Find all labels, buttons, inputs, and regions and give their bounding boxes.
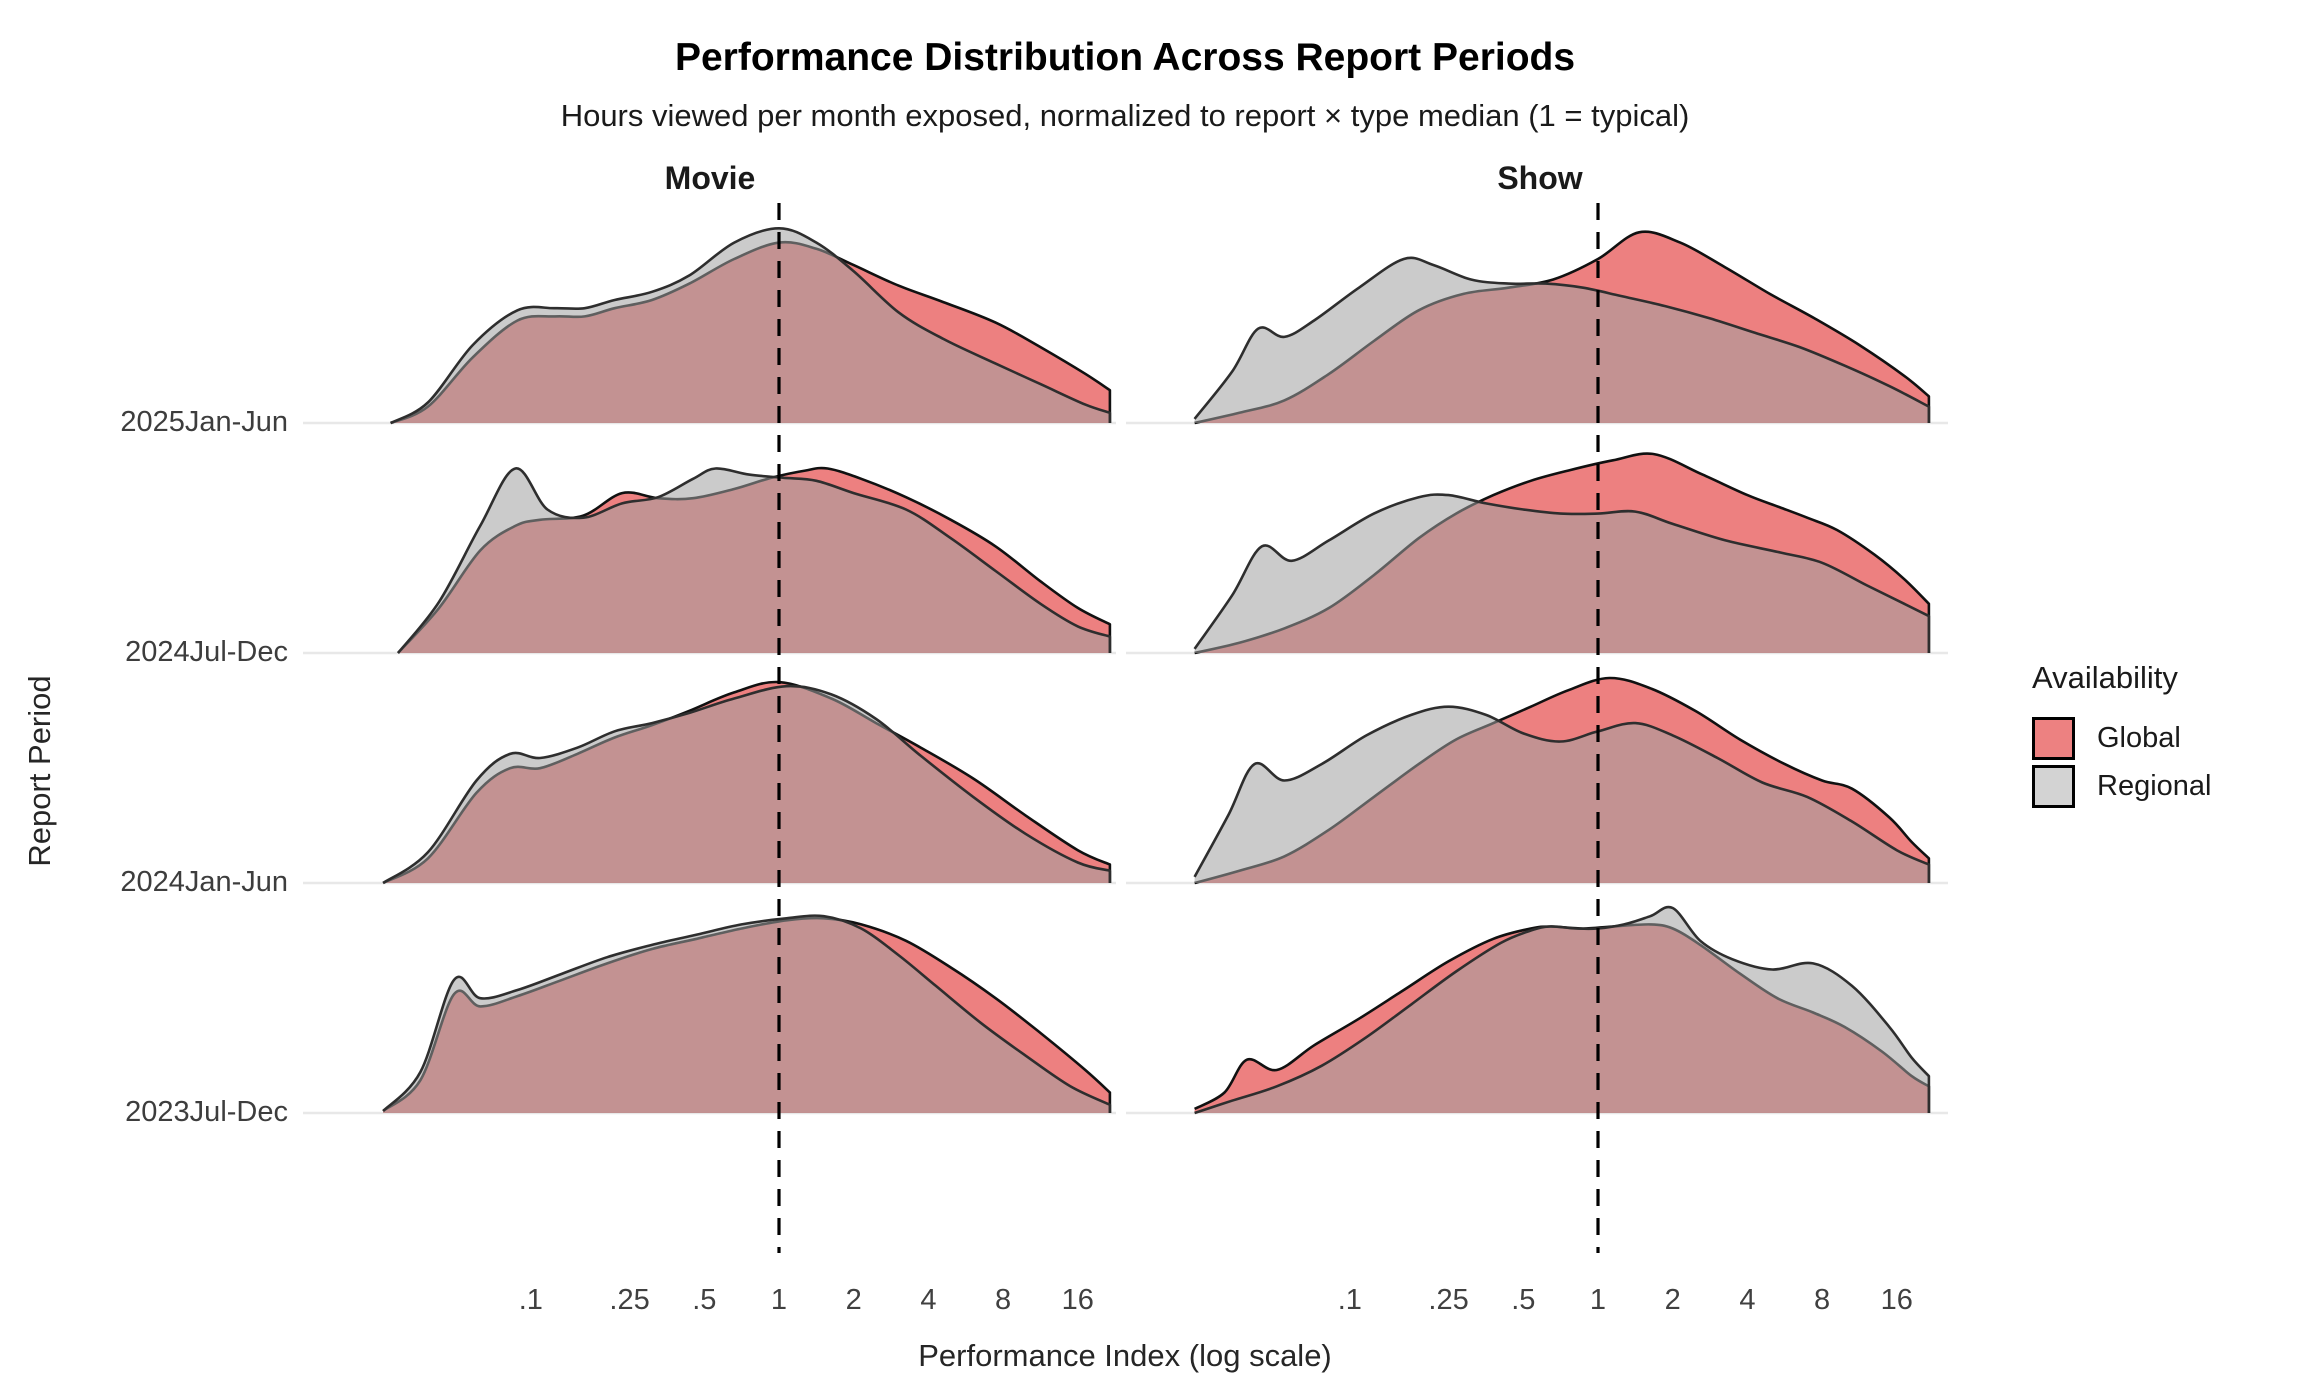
x-tick-label-show-.5: .5 bbox=[1511, 1284, 1536, 1316]
x-tick-label-movie-4: 4 bbox=[920, 1284, 937, 1316]
global-color-swatch bbox=[2032, 716, 2075, 760]
x-tick-label-movie-.5: .5 bbox=[692, 1284, 717, 1316]
legend: Availability Global Regional bbox=[2032, 660, 2302, 810]
legend-item-regional: Regional bbox=[2032, 762, 2302, 810]
x-tick-label-movie-16: 16 bbox=[1061, 1284, 1094, 1316]
legend-title: Availability bbox=[2032, 660, 2178, 695]
facet-label-show: Show bbox=[1497, 160, 1583, 196]
facet-label-movie: Movie bbox=[664, 160, 756, 196]
x-tick-label-movie-.1: .1 bbox=[518, 1284, 543, 1316]
x-tick-label-movie-1: 1 bbox=[770, 1284, 788, 1316]
legend-label-global: Global bbox=[2097, 721, 2181, 754]
x-tick-label-movie-8: 8 bbox=[995, 1284, 1012, 1316]
x-tick-label-movie-2: 2 bbox=[845, 1284, 862, 1316]
legend-item-global: Global bbox=[2032, 714, 2302, 762]
y-tick-label-2024jan-jun: 2024Jan-Jun bbox=[120, 866, 288, 898]
x-tick-label-show-8: 8 bbox=[1814, 1284, 1831, 1316]
x-tick-label-show-1: 1 bbox=[1589, 1284, 1607, 1316]
y-tick-label-2024jul-dec: 2024Jul-Dec bbox=[125, 636, 288, 668]
chart-title: Performance Distribution Across Report P… bbox=[674, 36, 1576, 79]
chart-subtitle: Hours viewed per month exposed, normaliz… bbox=[560, 98, 1690, 133]
regional-color-swatch bbox=[2032, 764, 2075, 808]
x-axis-title: Performance Index (log scale) bbox=[918, 1338, 1332, 1373]
y-tick-label-2023jul-dec: 2023Jul-Dec bbox=[125, 1096, 288, 1128]
x-tick-label-show-.1: .1 bbox=[1337, 1284, 1362, 1316]
x-tick-label-show-.25: .25 bbox=[1428, 1284, 1469, 1316]
y-axis-title: Report Period bbox=[22, 675, 57, 867]
x-tick-label-movie-.25: .25 bbox=[609, 1284, 650, 1316]
legend-label-regional: Regional bbox=[2097, 769, 2212, 802]
x-tick-label-show-2: 2 bbox=[1664, 1284, 1681, 1316]
y-tick-label-2025jan-jun: 2025Jan-Jun bbox=[120, 406, 288, 438]
x-tick-label-show-4: 4 bbox=[1739, 1284, 1756, 1316]
x-tick-label-show-16: 16 bbox=[1880, 1284, 1913, 1316]
